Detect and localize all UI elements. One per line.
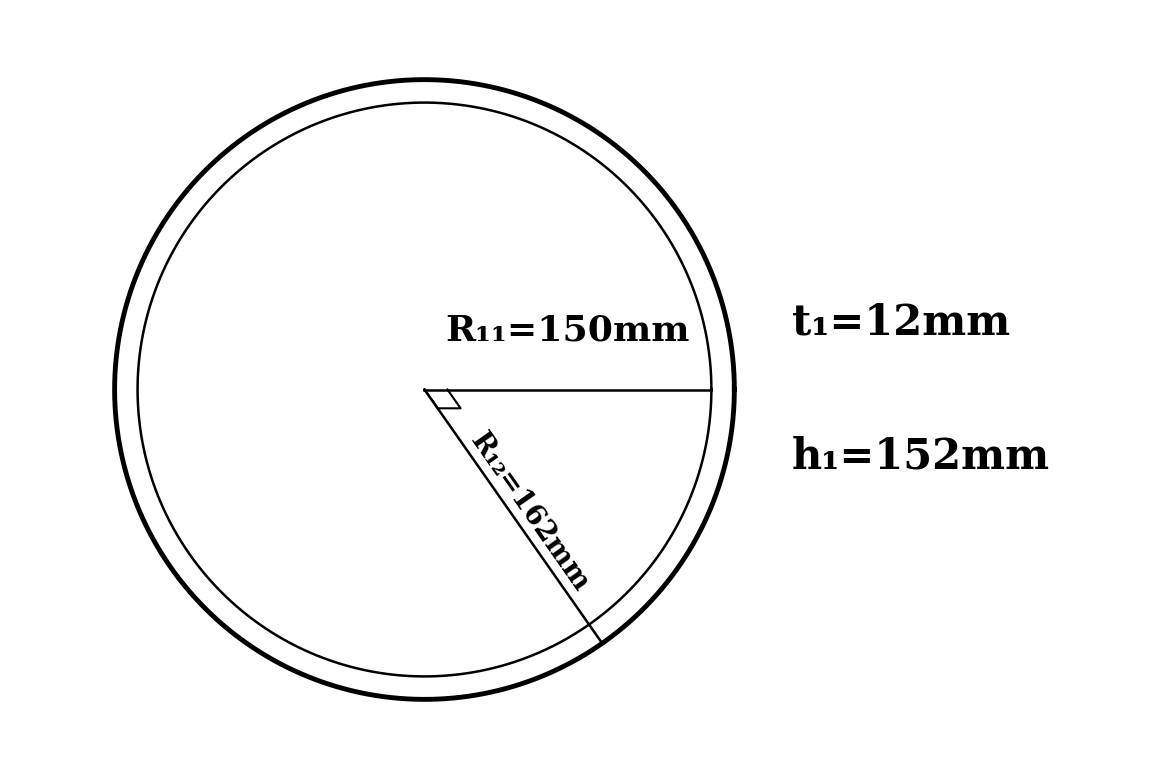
Text: R₁₂=162mm: R₁₂=162mm bbox=[464, 428, 594, 597]
Text: R₁₁=150mm: R₁₁=150mm bbox=[446, 313, 691, 347]
Text: h₁=152mm: h₁=152mm bbox=[791, 435, 1050, 478]
Text: t₁=12mm: t₁=12mm bbox=[791, 301, 1009, 344]
